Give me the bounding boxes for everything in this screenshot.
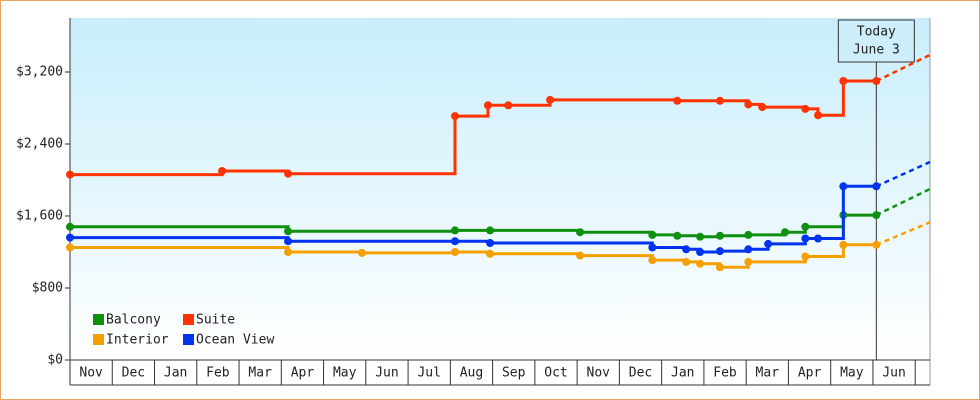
- price-point: [696, 259, 705, 268]
- x-tick-label: Nov: [587, 366, 611, 381]
- price-point: [486, 249, 495, 258]
- price-point: [504, 101, 513, 110]
- legend-swatch: [93, 314, 104, 325]
- x-tick-label: May: [333, 366, 357, 381]
- price-point: [872, 182, 881, 191]
- price-point: [648, 230, 657, 239]
- price-point: [872, 211, 881, 220]
- price-point: [218, 167, 227, 175]
- price-point: [801, 104, 810, 113]
- price-point: [66, 233, 74, 242]
- x-tick-label: Oct: [544, 366, 567, 381]
- forecast-line: [875, 187, 931, 217]
- price-point: [648, 243, 657, 252]
- price-point: [284, 227, 293, 236]
- legend-label: Interior: [106, 333, 169, 348]
- price-point: [682, 245, 691, 254]
- x-tick-label: Sep: [502, 366, 526, 381]
- legend-label: Suite: [196, 313, 235, 328]
- price-point: [744, 100, 753, 109]
- x-tick-label: Mar: [248, 366, 272, 381]
- legend-swatch: [183, 314, 194, 325]
- price-point: [450, 226, 459, 235]
- x-tick-label: Feb: [713, 366, 737, 381]
- price-point: [715, 263, 724, 272]
- price-point: [781, 228, 790, 237]
- forecast-line: [875, 53, 931, 83]
- price-point: [872, 240, 881, 249]
- y-tick-label: $0: [47, 353, 63, 368]
- price-point: [483, 101, 492, 110]
- x-tick-label: Feb: [206, 366, 230, 381]
- price-point: [576, 251, 585, 260]
- price-point: [682, 257, 691, 266]
- y-tick-label: $800: [32, 281, 63, 296]
- price-point: [546, 95, 555, 104]
- price-point: [744, 230, 753, 239]
- y-tick-label: $2,400: [16, 137, 63, 152]
- x-tick-label: Aug: [460, 366, 483, 381]
- step-line: [70, 243, 877, 269]
- price-point: [673, 231, 682, 240]
- price-point: [839, 182, 848, 191]
- price-point: [744, 245, 753, 254]
- price-point: [696, 232, 705, 241]
- y-tick-label: $1,600: [16, 209, 63, 224]
- x-tick-label: Jan: [164, 366, 187, 381]
- y-tick-label: $3,200: [16, 65, 63, 80]
- x-tick-label: Apr: [798, 366, 822, 381]
- x-tick-label: Jun: [882, 366, 905, 381]
- plot-area: [70, 18, 930, 360]
- legend-swatch: [183, 334, 194, 345]
- forecast-line: [875, 221, 931, 246]
- legend-label: Balcony: [106, 313, 161, 328]
- price-point: [744, 257, 753, 266]
- legend-label: Ocean View: [196, 333, 274, 348]
- x-tick-label: Jun: [375, 366, 398, 381]
- price-point: [801, 222, 810, 231]
- price-point: [358, 248, 367, 257]
- price-point: [66, 222, 74, 231]
- price-point: [872, 77, 881, 85]
- price-point: [486, 239, 495, 247]
- x-tick-label: Jul: [417, 366, 440, 381]
- price-point: [284, 248, 293, 256]
- x-tick-label: May: [840, 366, 864, 381]
- price-point: [284, 169, 293, 178]
- price-point: [66, 170, 74, 179]
- legend-swatch: [93, 334, 104, 345]
- price-point: [764, 239, 773, 248]
- today-label: June 3: [853, 43, 900, 58]
- price-point: [648, 256, 657, 265]
- price-point: [696, 248, 705, 256]
- price-point: [673, 96, 682, 105]
- x-tick-label: Jan: [671, 366, 694, 381]
- x-tick-label: Dec: [122, 366, 145, 381]
- price-point: [66, 243, 74, 252]
- price-point: [450, 248, 459, 256]
- price-point: [839, 77, 848, 85]
- price-point: [715, 96, 724, 105]
- x-tick-label: Apr: [291, 366, 315, 381]
- price-point: [450, 237, 459, 246]
- price-point: [715, 247, 724, 256]
- price-point: [450, 112, 459, 121]
- price-point: [284, 237, 293, 246]
- price-point: [576, 228, 585, 237]
- price-point: [758, 103, 767, 112]
- price-point: [801, 234, 810, 243]
- x-tick-label: Dec: [629, 366, 652, 381]
- price-point: [814, 111, 823, 120]
- price-point: [715, 231, 724, 240]
- price-point: [839, 240, 848, 249]
- today-label: Today: [857, 25, 896, 40]
- today-box: [837, 19, 915, 63]
- price-point: [814, 234, 823, 243]
- x-tick-label: Mar: [756, 366, 780, 381]
- x-tick-label: Nov: [79, 366, 103, 381]
- price-point: [801, 252, 810, 261]
- forecast-line: [875, 160, 931, 188]
- price-point: [486, 226, 495, 235]
